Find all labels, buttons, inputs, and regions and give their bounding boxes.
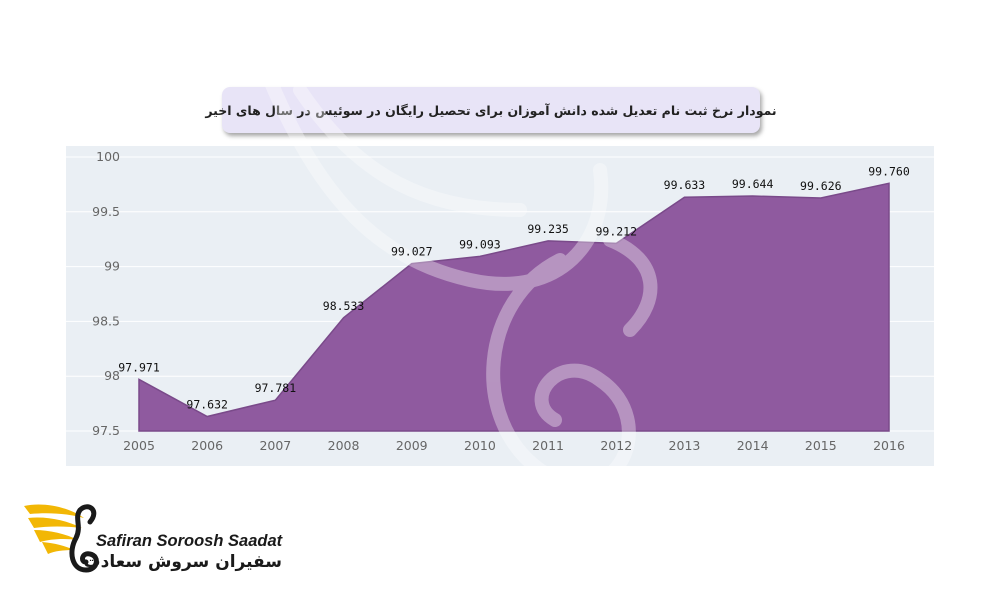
golden-wing-icon xyxy=(24,504,84,554)
x-tick-label: 2014 xyxy=(737,438,769,453)
data-label: 99.212 xyxy=(595,224,637,238)
y-tick-label: 97.5 xyxy=(92,423,120,438)
data-label: 97.632 xyxy=(186,398,228,412)
area-series xyxy=(138,182,890,432)
x-tick-label: 2006 xyxy=(191,438,223,453)
x-tick-label: 2011 xyxy=(532,438,564,453)
company-logo xyxy=(24,504,99,573)
swan-icon xyxy=(69,504,99,573)
y-tick-label: 100 xyxy=(96,149,120,164)
chart-title-box: نمودار نرخ ثبت نام تعدیل شده دانش آموزان… xyxy=(205,87,777,133)
x-tick-label: 2013 xyxy=(669,438,701,453)
y-tick-label: 98 xyxy=(104,368,120,383)
brand-name-english: Safiran Soroosh Saadat xyxy=(96,532,283,550)
x-tick-label: 2015 xyxy=(805,438,837,453)
x-tick-label: 2010 xyxy=(464,438,496,453)
x-tick-label: 2007 xyxy=(259,438,291,453)
data-label: 97.781 xyxy=(255,381,297,395)
chart-title: نمودار نرخ ثبت نام تعدیل شده دانش آموزان… xyxy=(205,102,777,118)
x-tick-label: 2009 xyxy=(396,438,428,453)
data-label: 99.633 xyxy=(664,178,706,192)
data-label: 99.644 xyxy=(732,177,774,191)
y-tick-label: 99.5 xyxy=(92,204,120,219)
data-label: 98.533 xyxy=(323,299,365,313)
y-tick-label: 98.5 xyxy=(92,313,120,328)
brand-name-persian: سفیران سروش سعادت xyxy=(83,552,282,572)
x-tick-label: 2008 xyxy=(328,438,360,453)
x-tick-label: 2016 xyxy=(873,438,905,453)
data-label: 99.093 xyxy=(459,237,501,251)
y-tick-label: 99 xyxy=(104,259,120,274)
data-label: 99.027 xyxy=(391,245,433,259)
data-label: 99.760 xyxy=(868,164,910,178)
watermark-swan xyxy=(263,73,658,491)
data-label: 99.235 xyxy=(527,222,569,236)
y-axis-ticks: 97.5 98 98.5 99 99.5 100 xyxy=(92,149,120,438)
data-labels: 97.971 97.632 97.781 98.533 99.027 99.093 99.2… xyxy=(118,164,910,411)
x-axis-ticks: 2005 2006 2007 2008 2009 2010 2011 2012 2013 2014… xyxy=(123,438,905,453)
data-label: 99.626 xyxy=(800,179,842,193)
x-tick-label: 2005 xyxy=(123,438,155,453)
x-tick-label: 2012 xyxy=(600,438,632,453)
data-label: 97.971 xyxy=(118,360,160,374)
